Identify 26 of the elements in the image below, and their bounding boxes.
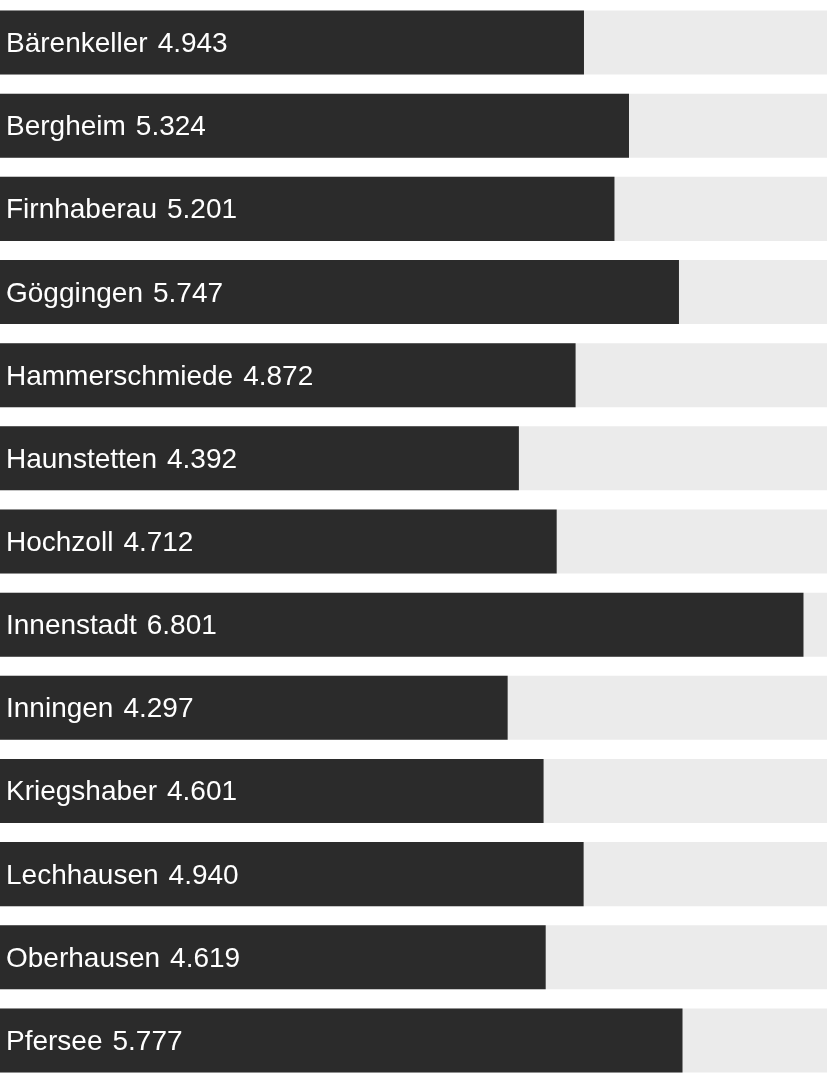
data-label: 5.201 bbox=[166, 193, 238, 225]
y-tick-label: Bergheim bbox=[6, 110, 126, 142]
y-tick-label: Pfersee bbox=[6, 1024, 103, 1056]
y-tick-label: Göggingen bbox=[6, 276, 144, 308]
data-label: 4.712 bbox=[123, 526, 194, 557]
data-label: 4.392 bbox=[166, 442, 238, 474]
data-label: 6.801 bbox=[146, 609, 217, 641]
data-label: 5.777 bbox=[112, 1024, 183, 1056]
data-label: 4.940 bbox=[168, 858, 239, 890]
y-tick-label: Bärenkeller bbox=[6, 27, 148, 59]
y-tick-label: Lechhausen bbox=[6, 858, 159, 890]
y-tick-label: Hochzoll bbox=[6, 526, 114, 557]
y-tick-label: Innenstadt bbox=[6, 609, 137, 641]
data-label: 5.747 bbox=[153, 276, 224, 308]
y-tick-label: Oberhausen bbox=[6, 941, 161, 973]
data-label: 5.324 bbox=[135, 110, 206, 142]
data-label: 4.297 bbox=[123, 692, 194, 724]
data-label: 4.601 bbox=[166, 775, 238, 807]
data-label: 4.872 bbox=[243, 359, 314, 391]
data-label: 4.943 bbox=[157, 27, 228, 59]
y-tick-label: Hammerschmiede bbox=[6, 359, 234, 391]
y-tick-label: Kriegshaber bbox=[6, 775, 157, 807]
y-tick-label: Haunstetten bbox=[6, 442, 157, 474]
y-tick-label: Firnhaberau bbox=[6, 193, 157, 225]
data-label: 4.619 bbox=[170, 941, 241, 973]
y-tick-label: Inningen bbox=[6, 692, 114, 724]
